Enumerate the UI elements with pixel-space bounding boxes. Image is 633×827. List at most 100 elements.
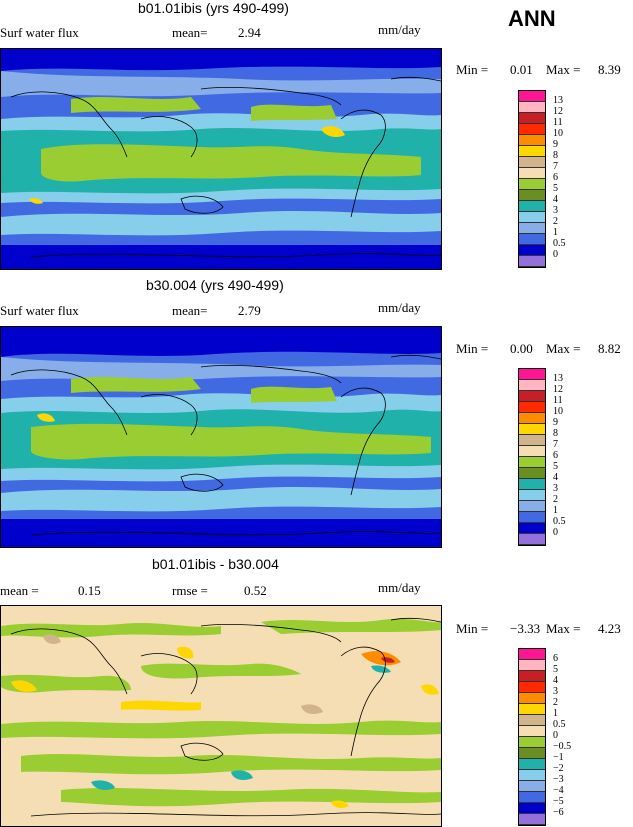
colorbar-swatch <box>519 190 545 201</box>
colorbar-swatch <box>519 369 545 380</box>
colorbar-swatch <box>519 770 545 781</box>
colorbar-label: 9 <box>553 139 558 150</box>
colorbar-swatch <box>519 523 545 534</box>
colorbar-label: 7 <box>553 439 558 450</box>
panel1-max-value: 8.39 <box>598 62 621 77</box>
colorbar-label: 1 <box>553 227 558 238</box>
colorbar-swatch <box>519 391 545 402</box>
colorbar-label: −2 <box>553 763 564 774</box>
colorbar-swatch <box>519 102 545 113</box>
colorbar-label: 3 <box>553 205 558 216</box>
panel1-mean-value: 2.94 <box>238 25 261 40</box>
colorbar-label: 3 <box>553 483 558 494</box>
colorbar-label: 11 <box>553 117 563 128</box>
colorbar-label: −4 <box>553 785 564 796</box>
colorbar-swatch <box>519 91 545 102</box>
colorbar-label: 2 <box>553 494 558 505</box>
panel1-colorbar <box>518 90 546 268</box>
colorbar-swatch <box>519 512 545 523</box>
panel3-max-label: Max = <box>546 621 581 636</box>
colorbar-swatch <box>519 704 545 715</box>
colorbar-label: 1 <box>553 505 558 516</box>
colorbar-swatch <box>519 234 545 245</box>
colorbar-label: 0.5 <box>553 516 566 527</box>
colorbar-swatch <box>519 726 545 737</box>
colorbar-swatch <box>519 501 545 512</box>
colorbar-swatch <box>519 146 545 157</box>
colorbar-swatch <box>519 660 545 671</box>
colorbar-label: 5 <box>553 461 558 472</box>
colorbar-label: 5 <box>553 664 558 675</box>
colorbar-label: 12 <box>553 384 563 395</box>
panel3-min-label: Min = <box>456 621 489 636</box>
colorbar-label: 0.5 <box>553 719 566 730</box>
colorbar-label: 8 <box>553 428 558 439</box>
panel1-map-graphic <box>1 49 441 269</box>
panel3-mean-label: mean = <box>0 583 39 598</box>
colorbar-label: 9 <box>553 417 558 428</box>
colorbar-swatch <box>519 168 545 179</box>
colorbar-label: 6 <box>553 172 558 183</box>
panel2-variable-label: Surf water flux <box>0 303 79 318</box>
colorbar-swatch <box>519 792 545 803</box>
colorbar-swatch <box>519 649 545 660</box>
panel1-min-value: 0.01 <box>510 62 533 77</box>
colorbar-swatch <box>519 402 545 413</box>
panel1-map <box>0 48 442 270</box>
colorbar-label: 13 <box>553 373 563 384</box>
colorbar-label: 2 <box>553 697 558 708</box>
colorbar-swatch <box>519 223 545 234</box>
colorbar-label: −1 <box>553 752 564 763</box>
colorbar-label: 4 <box>553 194 558 205</box>
colorbar-swatch <box>519 256 545 267</box>
colorbar-swatch <box>519 179 545 190</box>
colorbar-label: 5 <box>553 183 558 194</box>
panel2-units: mm/day <box>378 300 421 315</box>
panel2-map-graphic <box>1 327 441 547</box>
colorbar-label: 1 <box>553 708 558 719</box>
colorbar-label: 13 <box>553 95 563 106</box>
colorbar-label: 2 <box>553 216 558 227</box>
colorbar-label: −6 <box>553 807 564 818</box>
colorbar-swatch <box>519 737 545 748</box>
panel1-min-label: Min = <box>456 62 489 77</box>
panel2-min-value: 0.00 <box>510 341 533 356</box>
colorbar-swatch <box>519 534 545 545</box>
panel2-colorbar <box>518 368 546 546</box>
colorbar-label: 4 <box>553 675 558 686</box>
colorbar-swatch <box>519 803 545 814</box>
colorbar-label: 10 <box>553 406 563 417</box>
colorbar-swatch <box>519 113 545 124</box>
colorbar-swatch <box>519 435 545 446</box>
panel3-min-value: −3.33 <box>510 621 541 636</box>
colorbar-swatch <box>519 490 545 501</box>
panel2-map <box>0 326 442 548</box>
panel1-units: mm/day <box>378 22 421 37</box>
colorbar-label: 7 <box>553 161 558 172</box>
colorbar-label: 10 <box>553 128 563 139</box>
colorbar-label: −3 <box>553 774 564 785</box>
colorbar-swatch <box>519 671 545 682</box>
colorbar-swatch <box>519 814 545 825</box>
colorbar-swatch <box>519 212 545 223</box>
colorbar-swatch <box>519 781 545 792</box>
colorbar-label: 3 <box>553 686 558 697</box>
colorbar-swatch <box>519 715 545 726</box>
colorbar-swatch <box>519 135 545 146</box>
panel2-max-value: 8.82 <box>598 341 621 356</box>
panel2-mean-label: mean= <box>172 303 208 318</box>
colorbar-label: 6 <box>553 653 558 664</box>
panel3-title: b01.01ibis - b30.004 <box>152 556 279 572</box>
panel3-map-graphic <box>1 606 441 826</box>
season-label: ANN <box>508 6 556 31</box>
colorbar-swatch <box>519 457 545 468</box>
panel2-mean-value: 2.79 <box>238 303 261 318</box>
panel3-max-value: 4.23 <box>598 621 621 636</box>
panel1-title: b01.01ibis (yrs 490-499) <box>138 0 289 16</box>
colorbar-label: 12 <box>553 106 563 117</box>
colorbar-label: −5 <box>553 796 564 807</box>
panel1-max-label: Max = <box>546 62 581 77</box>
colorbar-swatch <box>519 682 545 693</box>
colorbar-label: 0 <box>553 730 558 741</box>
colorbar-label: 0 <box>553 249 558 260</box>
